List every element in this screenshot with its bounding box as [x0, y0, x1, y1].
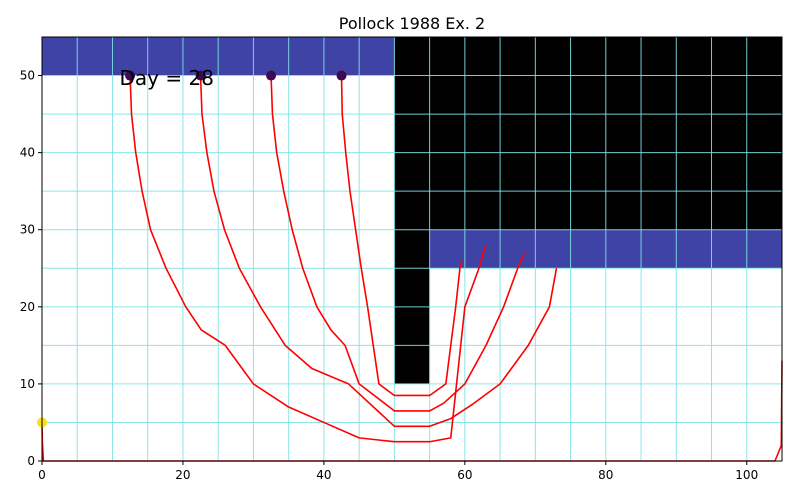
- chart-title: Pollock 1988 Ex. 2: [339, 14, 485, 33]
- particle-start-point: [336, 70, 347, 81]
- day-annotation: Day = 28: [120, 66, 214, 90]
- x-tick-label: 80: [598, 468, 613, 482]
- y-tick-label: 10: [20, 377, 35, 391]
- y-tick-label: 20: [20, 300, 35, 314]
- pathline-3: [270, 75, 526, 412]
- y-tick-label: 30: [20, 223, 35, 237]
- particle-start-point: [195, 70, 206, 81]
- pathline-1: [129, 75, 487, 443]
- y-tick-label: 0: [27, 454, 35, 468]
- particle-start-point: [125, 70, 136, 81]
- particle-start-point: [266, 70, 277, 81]
- pathline-2: [199, 75, 558, 428]
- particle-markers: [37, 70, 347, 428]
- x-tick-label: 0: [38, 468, 46, 482]
- x-tick-label: 20: [175, 468, 190, 482]
- y-tick-label: 40: [20, 146, 35, 160]
- plot-frame: [41, 36, 783, 462]
- inactive-region-1: [394, 37, 782, 230]
- axes: 0 20 40 60 80 100 0 10 20 30 40 50: [20, 69, 758, 482]
- pathline-4: [340, 75, 463, 397]
- y-tick-label: 50: [20, 69, 35, 83]
- x-tick-label: 100: [735, 468, 758, 482]
- x-tick-label: 60: [457, 468, 472, 482]
- x-tick-label: 40: [316, 468, 331, 482]
